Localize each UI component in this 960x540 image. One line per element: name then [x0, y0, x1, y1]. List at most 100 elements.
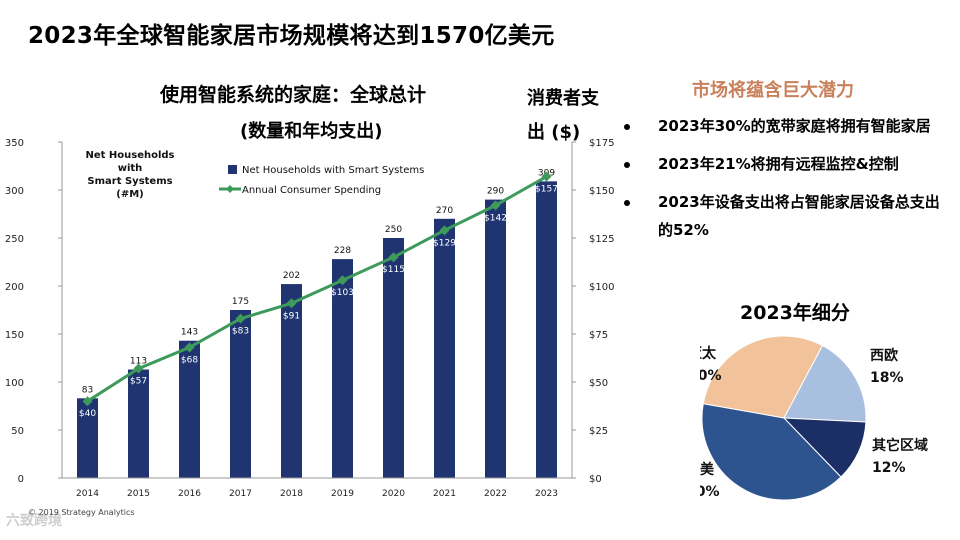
bar	[179, 340, 200, 478]
bullet-item: 2023年21%将拥有远程监控&控制	[620, 150, 950, 178]
bar	[434, 218, 455, 479]
bar-value-label: 228	[334, 246, 351, 256]
left-axis-label-line: Net Households	[85, 150, 174, 161]
x-axis: 2014 2015 2016 2017 2018 2019 2020 2021 2022 2023	[62, 477, 572, 499]
pie-label-value: 12%	[872, 460, 906, 476]
watermark: 六致跨境	[6, 513, 62, 529]
left-tick-label: 100	[5, 378, 24, 389]
line-value-label: $157	[535, 185, 558, 195]
pie-slices	[701, 335, 867, 501]
pie-chart: 亚太 30% 西欧 18% 其它区域 12% 北美 40%	[700, 335, 928, 501]
x-tick-label: 2022	[484, 489, 507, 499]
line-point	[439, 225, 450, 236]
x-tick-label: 2019	[331, 489, 354, 499]
line-point	[82, 396, 93, 407]
bar-value-label: 83	[82, 385, 93, 395]
left-axis-label-line: Smart Systems	[87, 176, 172, 187]
line-series: $40 $57 $68 $83 $91 $103 $115 $129 $142 $157	[79, 171, 558, 419]
left-tick-label: 50	[11, 426, 24, 437]
bar-series: 83113143175202228250270290309	[77, 168, 557, 479]
line-value-label: $142	[484, 213, 507, 223]
right-tick-label: $25	[589, 426, 608, 437]
pie-label-name: 北美	[700, 461, 715, 478]
right-tick-label: $125	[589, 234, 614, 245]
line-point	[133, 363, 144, 374]
bar-value-label: 143	[181, 328, 198, 338]
bullet-dot-icon	[624, 200, 630, 206]
x-tick-label: 2018	[280, 489, 303, 499]
x-tick-label: 2014	[76, 489, 99, 499]
line-point	[490, 200, 501, 211]
line-value-label: $103	[331, 288, 354, 298]
pie-label-name: 西欧	[870, 347, 898, 364]
right-tick-label: $75	[589, 330, 608, 341]
line-point	[337, 275, 348, 286]
x-tick-label: 2023	[535, 489, 558, 499]
pie-labels: 亚太 30% 西欧 18% 其它区域 12% 北美 40%	[700, 345, 928, 500]
pie-slice	[702, 335, 824, 419]
line-point	[235, 313, 246, 324]
bullet-item: 2023年设备支出将占智能家居设备总支出的52%	[620, 188, 950, 244]
chart-subtitle: (数量和年均支出)	[240, 121, 383, 142]
pie-label-value: 30%	[700, 368, 722, 384]
x-tick-label: 2015	[127, 489, 150, 499]
line-point	[286, 298, 297, 309]
bar	[536, 181, 557, 479]
line-point	[541, 171, 552, 182]
bar	[383, 238, 404, 478]
pie-label-name: 亚太	[700, 345, 717, 362]
right-axis: $0 $25 $50 $75 $100 $125 $150 $175	[571, 138, 614, 485]
bar	[332, 259, 353, 478]
bullet-list: 2023年30%的宽带家庭将拥有智能家居 2023年21%将拥有远程监控&控制 …	[620, 112, 950, 254]
pie-label-name: 其它区域	[872, 437, 928, 454]
bar-value-label: 202	[283, 271, 300, 281]
right-tick-label: $50	[589, 378, 608, 389]
line-value-label: $68	[181, 355, 198, 365]
pie-label-value: 18%	[870, 370, 904, 386]
x-tick-label: 2016	[178, 489, 201, 499]
pie-slice	[701, 403, 842, 501]
pie-title: 2023年细分	[740, 302, 850, 324]
pie-slice	[782, 417, 867, 478]
bar	[485, 199, 506, 478]
left-tick-label: 200	[5, 282, 24, 293]
right-axis-title-line1: 消费者支	[527, 88, 599, 109]
spending-line	[86, 175, 548, 403]
bar	[230, 310, 251, 478]
potential-heading: 市场将蕴含巨大潜力	[692, 80, 854, 101]
line-point	[388, 252, 399, 263]
chart-title: 使用智能系统的家庭：全球总计	[160, 84, 427, 106]
line-point	[184, 342, 195, 353]
bar-value-label: 175	[232, 297, 249, 307]
right-axis-title-line2: 出 ($)	[527, 122, 581, 143]
legend-label-line: Annual Consumer Spending	[242, 185, 381, 196]
line-value-label: $57	[130, 377, 147, 387]
left-tick-label: 300	[5, 186, 24, 197]
line-value-label: $91	[283, 311, 300, 321]
bar-value-label: 113	[130, 357, 147, 367]
page-title: 2023年全球智能家居市场规模将达到1570亿美元	[28, 23, 555, 49]
x-tick-label: 2020	[382, 489, 405, 499]
bar-value-label: 290	[487, 187, 504, 197]
right-tick-label: $0	[589, 474, 602, 485]
legend-swatch-line-marker	[226, 185, 234, 193]
left-tick-label: 150	[5, 330, 24, 341]
bullet-item: 2023年30%的宽带家庭将拥有智能家居	[620, 112, 950, 140]
line-value-label: $83	[232, 327, 249, 337]
copyright: © 2019 Strategy Analytics	[28, 508, 135, 517]
bullet-dot-icon	[624, 124, 630, 130]
bar-value-label: 270	[436, 206, 453, 216]
left-axis-label-line: (#M)	[116, 189, 143, 200]
bar	[77, 398, 98, 478]
right-tick-label: $100	[589, 282, 614, 293]
bar-value-label: 250	[385, 225, 402, 235]
right-axis-title: 消费者支 出 ($)	[527, 82, 607, 150]
pie-slice	[783, 344, 867, 423]
pie-label-value: 40%	[700, 484, 720, 500]
line-value-label: $40	[79, 409, 96, 419]
legend-swatch-bar	[228, 165, 237, 174]
right-tick-label: $150	[589, 186, 614, 197]
chart-legend: Net Households with Smart Systems Annual …	[219, 165, 424, 196]
legend-label-bar: Net Households with Smart Systems	[242, 165, 424, 176]
left-axis-label: Net Households with Smart Systems (#M)	[85, 150, 174, 200]
